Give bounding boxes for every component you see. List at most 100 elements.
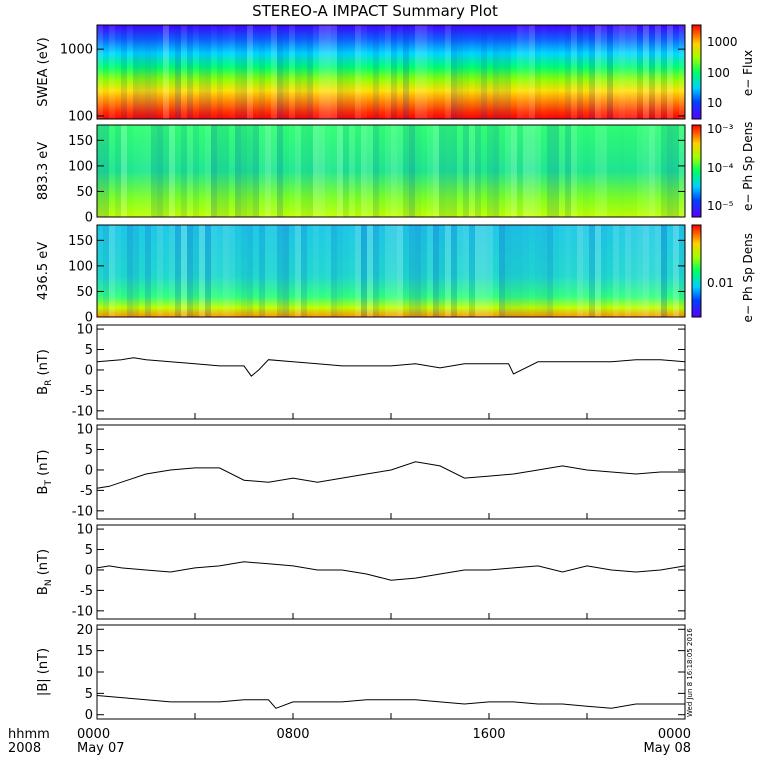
BR-series-line: [96, 357, 686, 377]
heatmap-cell-column: [523, 225, 529, 317]
ytick-label: -10: [72, 504, 93, 519]
ytick-label: -5: [80, 484, 93, 499]
heatmap-cell-column: [535, 225, 541, 317]
heatmap-cell-column: [547, 225, 553, 317]
heatmap-cell-column: [397, 125, 403, 217]
heatmap-cell-column: [397, 225, 403, 317]
colorbar-dens-436-gradient: [691, 224, 702, 318]
pad436-heatmap: [97, 225, 685, 317]
heatmap-cell-column: [355, 25, 361, 119]
pad436-yticks: 0 50 100 150: [68, 234, 685, 326]
heatmap-cell-column: [397, 25, 403, 119]
heatmap-cell-column: [457, 25, 463, 119]
heatmap-cell-column: [499, 25, 505, 119]
heatmap-cell-column: [517, 125, 523, 217]
heatmap-cell-column: [181, 25, 187, 119]
heatmap-cell-column: [547, 25, 553, 119]
swea-texture: [97, 25, 685, 119]
colorbar-dens-436-tick: 0.01: [707, 276, 734, 290]
Bmag-ylabel: |B| (nT): [36, 648, 51, 696]
heatmap-cell-column: [361, 125, 367, 217]
heatmap-cell-column: [265, 25, 271, 119]
heatmap-cell-column: [313, 125, 319, 217]
heatmap-cell-column: [553, 225, 559, 317]
heatmap-cell-column: [187, 25, 193, 119]
heatmap-cell-column: [439, 125, 445, 217]
heatmap-cell-column: [163, 25, 169, 119]
heatmap-cell-column: [571, 225, 577, 317]
pad436-texture: [97, 225, 685, 317]
heatmap-cell-column: [301, 25, 307, 119]
heatmap-cell-column: [379, 25, 385, 119]
heatmap-cell-column: [127, 125, 133, 217]
heatmap-cell-column: [481, 25, 487, 119]
heatmap-cell-column: [193, 225, 199, 317]
heatmap-cell-column: [403, 25, 409, 119]
heatmap-cell-column: [133, 125, 139, 217]
heatmap-cell-column: [667, 225, 673, 317]
heatmap-cell-column: [325, 125, 331, 217]
heatmap-cell-column: [619, 125, 625, 217]
heatmap-cell-column: [661, 225, 667, 317]
heatmap-cell-column: [421, 25, 427, 119]
heatmap-cell-column: [589, 225, 595, 317]
heatmap-cell-column: [151, 125, 157, 217]
ytick-label: 100: [68, 259, 93, 274]
heatmap-cell-column: [127, 25, 133, 119]
heatmap-cell-column: [283, 25, 289, 119]
heatmap-cell-column: [301, 225, 307, 317]
heatmap-cell-column: [349, 25, 355, 119]
heatmap-cell-column: [415, 125, 421, 217]
heatmap-cell-column: [331, 225, 337, 317]
heatmap-cell-column: [367, 125, 373, 217]
heatmap-cell-column: [529, 125, 535, 217]
heatmap-cell-column: [301, 125, 307, 217]
ytick-label: 10: [76, 323, 93, 338]
heatmap-cell-column: [313, 25, 319, 119]
heatmap-cell-column: [499, 225, 505, 317]
heatmap-cell-column: [205, 225, 211, 317]
heatmap-cell-column: [679, 225, 685, 317]
heatmap-cell-column: [211, 125, 217, 217]
heatmap-cell-column: [595, 225, 601, 317]
BN-yticks: -10 -5 0 5 10: [72, 523, 686, 619]
heatmap-cell-column: [271, 25, 277, 119]
heatmap-cell-column: [601, 125, 607, 217]
heatmap-cell-column: [97, 225, 103, 317]
heatmap-cell-column: [115, 25, 121, 119]
heatmap-cell-column: [361, 225, 367, 317]
ytick-label: 100: [68, 109, 93, 124]
heatmap-cell-column: [103, 125, 109, 217]
heatmap-cell-column: [259, 225, 265, 317]
heatmap-cell-column: [343, 25, 349, 119]
heatmap-cell-column: [469, 225, 475, 317]
BR-frame: [96, 324, 686, 420]
heatmap-cell-column: [151, 225, 157, 317]
panel-BT: -10 -5 0 5 10 BT (nT): [36, 423, 686, 520]
heatmap-cell-column: [103, 225, 109, 317]
heatmap-cell-column: [319, 25, 325, 119]
ytick-label: 0: [85, 311, 93, 326]
heatmap-cell-column: [517, 25, 523, 119]
heatmap-cell-column: [235, 225, 241, 317]
heatmap-cell-column: [337, 25, 343, 119]
colorbar-dens-883-gradient: [691, 124, 702, 218]
heatmap-cell-column: [553, 25, 559, 119]
heatmap-cell-column: [649, 225, 655, 317]
ytick-label: 0: [85, 463, 93, 478]
ytick-label: 150: [68, 134, 93, 149]
heatmap-cell-column: [433, 125, 439, 217]
heatmap-cell-column: [541, 225, 547, 317]
xtick-date-label: May 08: [643, 741, 691, 756]
heatmap-cell-column: [679, 25, 685, 119]
ytick-label: -10: [72, 604, 93, 619]
heatmap-cell-column: [577, 25, 583, 119]
heatmap-cell-column: [667, 25, 673, 119]
heatmap-cell-column: [271, 225, 277, 317]
generation-timestamp: Wed Jun 8 16:18:05 2016: [686, 628, 694, 717]
heatmap-cell-column: [667, 125, 673, 217]
heatmap-cell-column: [337, 125, 343, 217]
panel-Bmag: 0 5 10 15 20 |B| (nT): [36, 623, 686, 723]
heatmap-cell-column: [277, 125, 283, 217]
